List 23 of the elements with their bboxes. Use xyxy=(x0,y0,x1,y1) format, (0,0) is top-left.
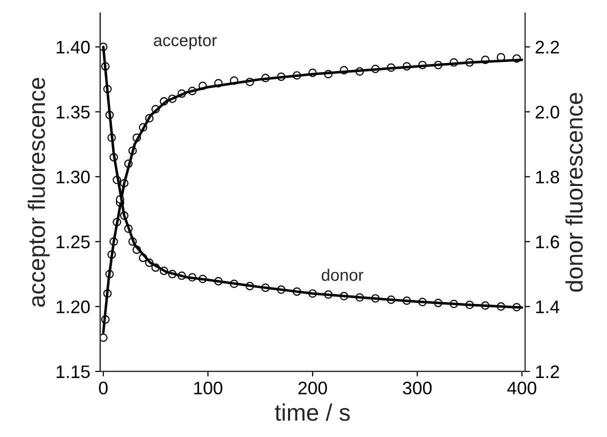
y-tick-label: 1.25 xyxy=(56,236,90,248)
y-tick-label: 1.35 xyxy=(56,106,90,119)
y-tick-label: 1.40 xyxy=(56,40,90,54)
y2-tick-label: 2.0 xyxy=(536,106,560,119)
y2-tick-label: 2.2 xyxy=(536,40,559,54)
y2-tick-label: 1.8 xyxy=(536,170,560,184)
x-axis-title: time / s xyxy=(274,404,350,421)
annotation: donor xyxy=(322,268,364,281)
y-axis-title: acceptor fluorescence xyxy=(28,78,50,307)
y-tick-label: 1.20 xyxy=(56,300,90,314)
x-tick-label: 300 xyxy=(402,382,432,394)
y-tick-label: 1.30 xyxy=(56,170,90,184)
x-tick-label: 200 xyxy=(298,382,327,394)
x-tick-label: 100 xyxy=(194,382,222,394)
y-tick-label: 1.15 xyxy=(56,366,90,378)
y2-tick-label: 1.2 xyxy=(536,365,559,378)
x-tick-label: 0 xyxy=(98,382,108,394)
annotation: acceptor xyxy=(154,35,217,50)
y2-tick-label: 1.6 xyxy=(536,236,560,248)
point xyxy=(100,333,108,342)
x-tick-label: 400 xyxy=(507,382,536,394)
y2-tick-label: 1.4 xyxy=(536,300,560,314)
y2-axis-title: donor fluorescence xyxy=(565,92,583,292)
